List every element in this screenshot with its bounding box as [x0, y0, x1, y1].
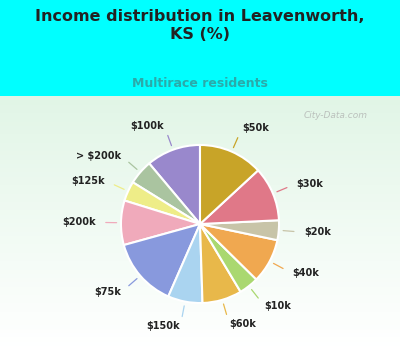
Text: Multirace residents: Multirace residents	[132, 77, 268, 90]
Wedge shape	[200, 224, 277, 279]
Bar	[0, 236, 400, 240]
Text: Income distribution in Leavenworth,
KS (%): Income distribution in Leavenworth, KS (…	[35, 9, 365, 42]
Wedge shape	[200, 170, 279, 224]
Bar	[0, 240, 400, 244]
Bar	[0, 151, 400, 155]
Text: > $200k: > $200k	[76, 151, 121, 161]
Bar	[0, 278, 400, 282]
Bar	[0, 228, 400, 232]
Bar	[0, 155, 400, 160]
Bar	[0, 134, 400, 139]
Wedge shape	[124, 224, 200, 296]
Bar	[0, 287, 400, 291]
Bar	[0, 130, 400, 134]
Text: City-Data.com: City-Data.com	[304, 112, 368, 120]
Bar	[0, 303, 400, 308]
Bar	[0, 147, 400, 151]
Bar	[0, 164, 400, 168]
Bar	[0, 210, 400, 215]
Bar	[0, 105, 400, 109]
Bar	[0, 198, 400, 202]
Wedge shape	[168, 224, 202, 303]
Bar	[0, 299, 400, 303]
Bar	[0, 96, 400, 100]
Text: $10k: $10k	[264, 301, 291, 311]
Text: $20k: $20k	[304, 227, 331, 237]
Bar	[0, 295, 400, 299]
Bar	[0, 248, 400, 253]
Bar	[0, 160, 400, 164]
Wedge shape	[124, 182, 200, 224]
Bar	[0, 172, 400, 177]
Text: $100k: $100k	[131, 121, 164, 131]
Wedge shape	[133, 163, 200, 224]
Bar	[0, 181, 400, 185]
Text: $40k: $40k	[292, 268, 319, 278]
Bar	[0, 194, 400, 198]
Wedge shape	[200, 224, 256, 292]
Bar	[0, 126, 400, 130]
Bar	[0, 325, 400, 329]
Bar	[0, 206, 400, 210]
Bar	[0, 219, 400, 223]
Text: $200k: $200k	[62, 217, 96, 228]
Bar	[0, 291, 400, 295]
Bar	[0, 253, 400, 257]
Bar	[0, 337, 400, 342]
Bar	[0, 265, 400, 270]
Bar	[0, 257, 400, 261]
Bar	[0, 185, 400, 189]
Bar	[0, 232, 400, 236]
Wedge shape	[149, 145, 200, 224]
Bar	[0, 122, 400, 126]
Bar	[0, 168, 400, 173]
Bar	[0, 189, 400, 194]
Bar	[0, 333, 400, 337]
Text: $75k: $75k	[94, 287, 121, 297]
Bar	[0, 282, 400, 287]
Bar	[0, 320, 400, 325]
Bar	[0, 177, 400, 181]
Bar	[0, 316, 400, 320]
Text: $30k: $30k	[296, 179, 323, 189]
Bar	[0, 342, 400, 346]
Wedge shape	[200, 145, 258, 224]
Bar	[0, 100, 400, 105]
Bar	[0, 215, 400, 219]
Bar	[0, 261, 400, 265]
Bar	[0, 109, 400, 113]
Bar	[0, 139, 400, 143]
Wedge shape	[121, 201, 200, 245]
Bar	[0, 329, 400, 333]
Bar	[0, 117, 400, 122]
Bar	[0, 244, 400, 248]
Wedge shape	[200, 224, 240, 303]
Text: $150k: $150k	[147, 321, 180, 331]
Bar	[0, 202, 400, 206]
Text: $60k: $60k	[229, 319, 256, 329]
Bar	[0, 113, 400, 117]
Text: $125k: $125k	[72, 176, 105, 186]
Bar	[0, 270, 400, 274]
Bar	[0, 274, 400, 278]
Text: $50k: $50k	[242, 124, 269, 133]
Bar	[0, 308, 400, 312]
Bar	[0, 346, 400, 350]
Bar	[0, 312, 400, 316]
Wedge shape	[200, 220, 279, 240]
Bar	[0, 143, 400, 147]
Bar	[0, 223, 400, 228]
